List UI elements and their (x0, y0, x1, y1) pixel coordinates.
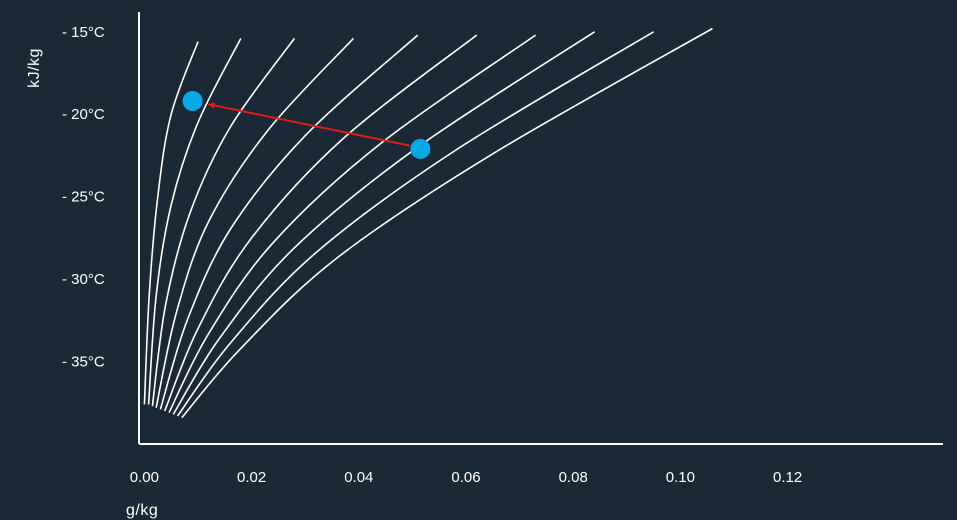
x-tick-label: 0.12 (773, 469, 802, 486)
x-tick-label: 0.04 (344, 469, 373, 486)
y-tick-labels: - 15°C - 20°C - 25°C - 30°C - 35°C (62, 24, 105, 371)
series-line-1 (143, 41, 199, 405)
x-tick-label: 0.06 (451, 469, 480, 486)
x-axis-label: g/kg (126, 502, 158, 519)
series-line-5 (159, 34, 419, 410)
x-tick-label: 0.10 (666, 469, 695, 486)
y-tick-label: - 15°C (62, 24, 105, 41)
y-tick-label: - 25°C (62, 189, 105, 206)
process-arrow (207, 102, 410, 147)
x-tick-label: 0.00 (130, 469, 159, 486)
series-line-7 (168, 34, 537, 414)
series-line-4 (155, 37, 354, 408)
series-line-10 (181, 27, 713, 419)
x-tick-labels: 0.00 0.02 0.04 0.06 0.08 0.10 0.12 (130, 469, 802, 486)
y-axis-label: kJ/kg (26, 48, 43, 88)
y-tick-label: - 35°C (62, 354, 105, 371)
series-line-9 (176, 31, 655, 417)
x-tick-label: 0.08 (559, 469, 588, 486)
series-line-2 (147, 38, 242, 405)
state-point-1 (182, 91, 203, 111)
series-line-3 (151, 37, 296, 407)
x-tick-label: 0.02 (237, 469, 266, 486)
series-line-6 (163, 34, 478, 412)
y-tick-label: - 30°C (62, 271, 105, 288)
saturation-curves (143, 27, 713, 419)
y-tick-label: - 20°C (62, 106, 105, 123)
state-point-2 (410, 138, 431, 159)
series-line-8 (172, 31, 596, 415)
state-points (182, 91, 431, 159)
